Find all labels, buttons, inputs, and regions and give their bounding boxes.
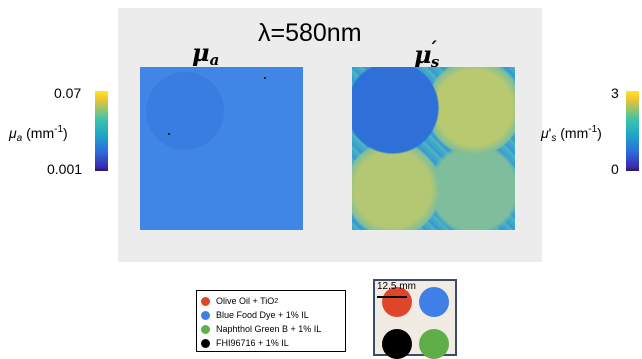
inclusion-fhi xyxy=(382,329,412,359)
blue-dye-dot xyxy=(201,310,210,320)
legend-item: Naphthol Green B + 1% IL xyxy=(201,322,345,336)
naphthol-green-dot xyxy=(201,324,210,334)
artifact-speck xyxy=(264,77,266,79)
phantom-photo: 12.5 mm xyxy=(373,279,457,359)
legend-item: Blue Food Dye + 1% IL xyxy=(201,308,345,322)
legend-item: FHI96716 + 1% IL xyxy=(201,336,345,350)
wavelength-title: λ=580nm xyxy=(258,19,362,47)
artifact-speck xyxy=(168,133,170,135)
colorbar-left-max: 0.07 xyxy=(54,85,82,101)
colorbar-right-max: 3 xyxy=(611,85,619,101)
mu-a-title: μa xyxy=(192,38,220,69)
absorption-colorbar xyxy=(95,91,108,171)
inclusion-naphthol-green xyxy=(419,329,449,359)
colorbar-left-min: 0.001 xyxy=(47,161,83,177)
scattering-map xyxy=(352,67,515,230)
mu-s-title: μ′s xyxy=(414,36,440,71)
legend-item: Olive Oil + TiO 2 xyxy=(201,294,345,308)
colorbar-left-label: μa (mm-1) xyxy=(9,124,68,144)
scale-label: 12.5 mm xyxy=(377,281,416,292)
fhi-dot xyxy=(201,338,210,348)
colorbar-right-min: 0 xyxy=(611,161,619,177)
absorption-inclusion xyxy=(146,72,224,150)
scale-bar xyxy=(377,296,407,298)
phantom-legend: Olive Oil + TiO 2 Blue Food Dye + 1% IL N… xyxy=(196,290,346,352)
colorbar-right-label: μ's (mm-1) xyxy=(541,124,602,144)
inclusion-olive-oil xyxy=(382,287,412,317)
inclusion-blue-dye xyxy=(419,287,449,317)
olive-oil-dot xyxy=(201,296,210,306)
scattering-colorbar xyxy=(626,91,639,171)
